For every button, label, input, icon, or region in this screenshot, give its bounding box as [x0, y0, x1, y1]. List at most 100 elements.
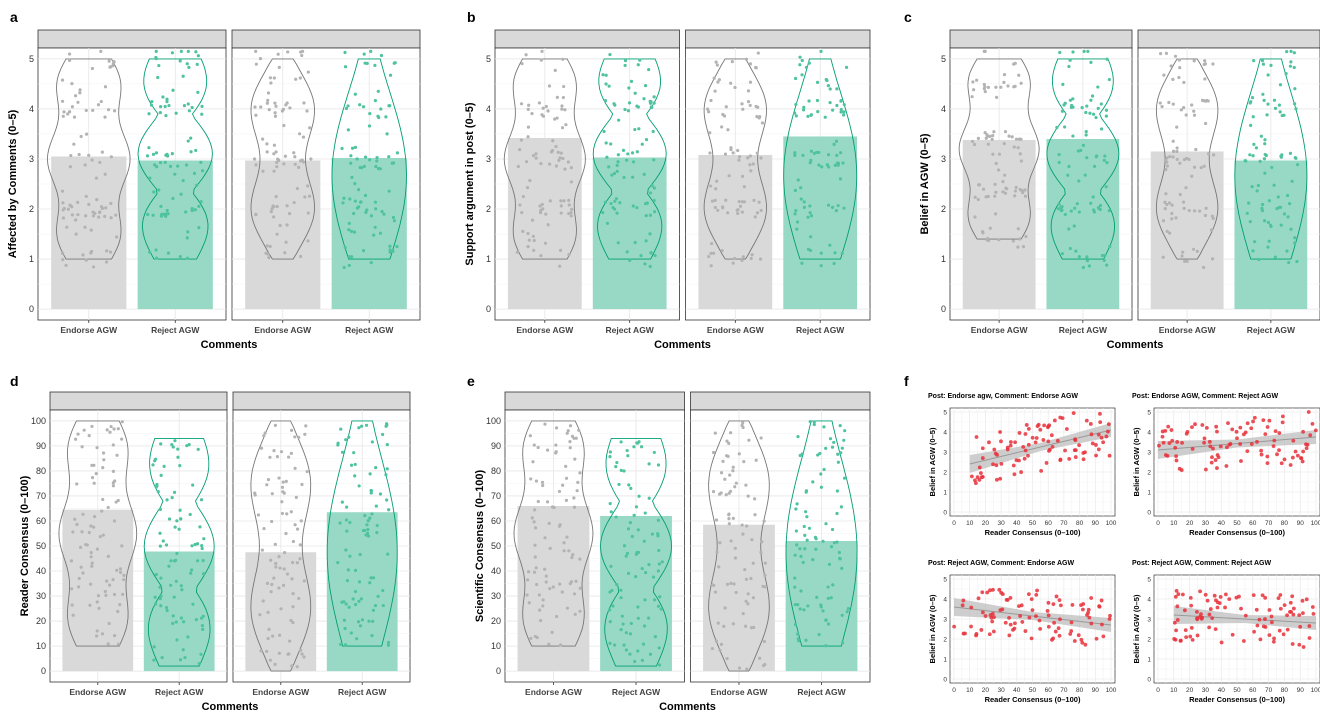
data-point	[1263, 157, 1266, 160]
data-point	[152, 214, 155, 217]
data-point	[741, 175, 744, 178]
data-point	[1079, 149, 1082, 152]
scatter-point	[1161, 430, 1165, 434]
data-point	[155, 50, 158, 53]
data-point	[107, 555, 110, 558]
data-point	[628, 101, 631, 104]
scatter-point	[1268, 608, 1272, 612]
scatter-point	[1052, 602, 1056, 606]
data-point	[649, 265, 652, 268]
data-point	[819, 50, 822, 53]
data-point	[186, 635, 189, 638]
data-point	[197, 226, 200, 229]
data-point	[103, 116, 106, 119]
scatter-point	[1083, 450, 1087, 454]
scatter-point	[1070, 620, 1074, 624]
data-point	[289, 619, 292, 622]
data-point	[151, 463, 154, 466]
data-point	[610, 510, 613, 513]
x-tick-label: 100	[1106, 520, 1117, 527]
scatter-point	[1101, 440, 1105, 444]
x-tick-label: Endorse AGW	[254, 325, 312, 335]
data-point	[191, 207, 194, 210]
data-point	[558, 265, 561, 268]
scatter-point	[1026, 454, 1030, 458]
data-point	[1289, 50, 1292, 53]
data-point	[794, 209, 797, 212]
data-point	[993, 183, 996, 186]
data-point	[1266, 103, 1269, 106]
data-point	[749, 62, 752, 65]
data-point	[392, 216, 395, 219]
scatter-point	[1034, 440, 1038, 444]
data-point	[836, 161, 839, 164]
scatter-point	[1275, 452, 1279, 456]
data-point	[121, 420, 124, 423]
y-tick-label: 2	[943, 637, 947, 644]
data-point	[297, 436, 300, 439]
data-point	[1263, 142, 1266, 145]
data-point	[1058, 161, 1061, 164]
data-point	[345, 602, 348, 605]
data-point	[173, 491, 176, 494]
data-point	[750, 257, 753, 260]
data-point	[738, 155, 741, 158]
data-point	[162, 539, 165, 542]
data-point	[104, 206, 107, 209]
data-point	[157, 188, 160, 191]
x-tick-label: 40	[1013, 520, 1021, 527]
data-point	[805, 489, 808, 492]
data-point	[282, 481, 285, 484]
data-point	[521, 230, 524, 233]
data-point	[93, 212, 96, 215]
data-point	[348, 197, 351, 200]
data-point	[1267, 73, 1270, 76]
data-point	[605, 74, 608, 77]
scatter-point	[1195, 610, 1199, 614]
scatter-point	[1242, 639, 1246, 643]
data-point	[570, 208, 573, 211]
data-point	[388, 245, 391, 248]
data-point	[71, 213, 74, 216]
x-axis-label: Comments	[201, 339, 258, 351]
data-point	[1279, 83, 1282, 86]
data-point	[78, 91, 81, 94]
data-point	[795, 543, 798, 546]
data-point	[272, 449, 275, 452]
data-point	[70, 587, 73, 590]
data-point	[112, 470, 115, 473]
data-point	[629, 487, 632, 490]
data-point	[113, 60, 116, 63]
data-point	[640, 445, 643, 448]
data-point	[1289, 152, 1292, 155]
x-tick-label: Endorse AGW	[971, 325, 1029, 335]
scatter-point	[1073, 437, 1077, 441]
scatter-point	[1251, 420, 1255, 424]
data-point	[749, 104, 752, 107]
scatter-point	[1219, 595, 1223, 599]
data-point	[527, 570, 530, 573]
data-point	[548, 587, 551, 590]
data-point	[1248, 153, 1251, 156]
data-point	[975, 79, 978, 82]
data-point	[200, 544, 203, 547]
data-point	[297, 597, 300, 600]
data-point	[814, 548, 817, 551]
data-point	[759, 551, 762, 554]
data-point	[627, 86, 630, 89]
data-point	[831, 206, 834, 209]
data-point	[374, 201, 377, 204]
data-point	[829, 87, 832, 90]
data-point	[842, 207, 845, 210]
data-point	[69, 154, 72, 157]
data-point	[175, 552, 178, 555]
data-point	[1172, 150, 1175, 153]
data-point	[1103, 159, 1106, 162]
data-point	[81, 445, 84, 448]
data-point	[836, 453, 839, 456]
data-point	[270, 520, 273, 523]
data-point	[560, 204, 563, 207]
data-point	[375, 531, 378, 534]
data-point	[113, 634, 116, 637]
panel-letter: c	[904, 9, 912, 25]
